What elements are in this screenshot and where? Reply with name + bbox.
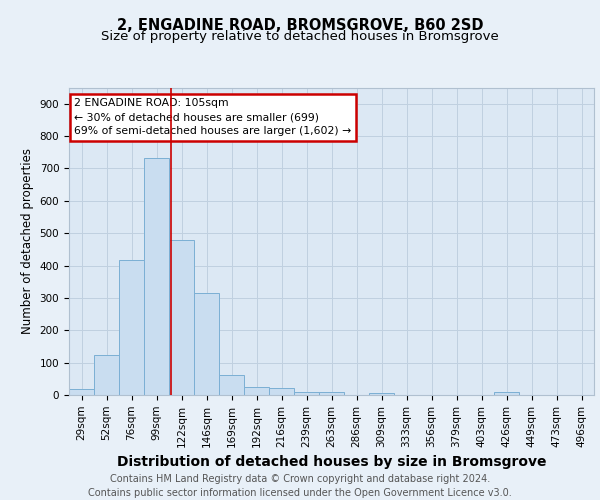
Text: 2, ENGADINE ROAD, BROMSGROVE, B60 2SD: 2, ENGADINE ROAD, BROMSGROVE, B60 2SD bbox=[117, 18, 483, 32]
Bar bbox=[194, 292, 219, 395]
Bar bbox=[294, 392, 319, 395]
Bar bbox=[169, 240, 194, 395]
Bar bbox=[119, 260, 144, 395]
Bar bbox=[244, 387, 269, 395]
Bar bbox=[369, 394, 394, 395]
Bar bbox=[144, 158, 169, 395]
Text: Size of property relative to detached houses in Bromsgrove: Size of property relative to detached ho… bbox=[101, 30, 499, 43]
Bar bbox=[69, 388, 94, 395]
Text: Contains HM Land Registry data © Crown copyright and database right 2024.
Contai: Contains HM Land Registry data © Crown c… bbox=[88, 474, 512, 498]
Bar bbox=[269, 388, 294, 395]
Y-axis label: Number of detached properties: Number of detached properties bbox=[21, 148, 34, 334]
X-axis label: Distribution of detached houses by size in Bromsgrove: Distribution of detached houses by size … bbox=[117, 455, 546, 469]
Text: 2 ENGADINE ROAD: 105sqm
← 30% of detached houses are smaller (699)
69% of semi-d: 2 ENGADINE ROAD: 105sqm ← 30% of detache… bbox=[74, 98, 352, 136]
Bar bbox=[494, 392, 519, 395]
Bar bbox=[219, 375, 244, 395]
Bar bbox=[319, 392, 344, 395]
Bar bbox=[94, 355, 119, 395]
